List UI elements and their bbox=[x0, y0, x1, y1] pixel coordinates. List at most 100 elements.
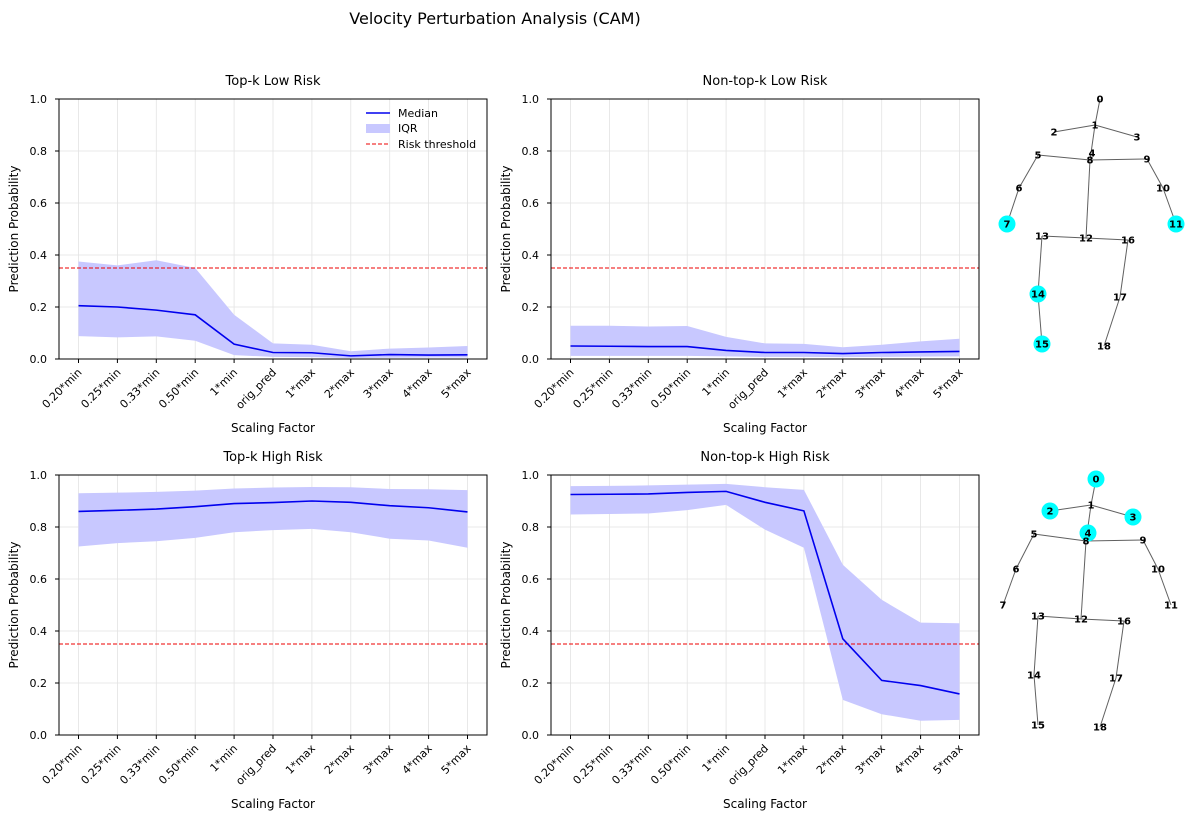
joint-label: 17 bbox=[1109, 674, 1123, 685]
x-tick-label: 0.20*min bbox=[40, 742, 85, 787]
x-tick-label: 0.33*min bbox=[117, 366, 162, 411]
skeleton-bone bbox=[1080, 540, 1087, 620]
joint-label: 8 bbox=[1087, 156, 1094, 167]
y-tick-label: 0.4 bbox=[522, 625, 540, 638]
highlighted-joint bbox=[1033, 335, 1051, 353]
skeleton-bone bbox=[1115, 620, 1125, 679]
x-tick-label: 0.20*min bbox=[40, 366, 85, 411]
y-tick-label: 0.6 bbox=[522, 573, 540, 586]
x-tick-label: 1*max bbox=[775, 366, 810, 401]
skeleton-bone bbox=[1033, 615, 1039, 676]
x-tick-label: orig_pred bbox=[233, 742, 279, 788]
joint-label: 4 bbox=[1085, 529, 1092, 540]
iqr-band bbox=[78, 486, 468, 548]
x-tick-label: 2*max bbox=[322, 366, 357, 401]
skeleton-bone bbox=[1080, 618, 1125, 622]
skeleton-bone bbox=[1119, 239, 1129, 298]
joint-label: 11 bbox=[1169, 220, 1183, 231]
joint-label: 17 bbox=[1113, 293, 1127, 304]
x-tick-label: 2*max bbox=[322, 742, 357, 777]
y-tick-label: 0.2 bbox=[522, 677, 540, 690]
x-tick-label: 0.33*min bbox=[609, 742, 654, 787]
y-tick-label: 0.0 bbox=[522, 353, 540, 366]
y-tick-label: 1.0 bbox=[522, 469, 540, 482]
legend: Median IQR Risk threshold bbox=[366, 107, 476, 151]
plots-container: 0.00.20.40.60.81.00.20*min0.25*min0.33*m… bbox=[7, 74, 980, 811]
joint-label: 12 bbox=[1074, 615, 1088, 626]
joint-label: 5 bbox=[1035, 151, 1042, 162]
x-tick-label: 1*min bbox=[700, 366, 733, 399]
legend-iqr-label: IQR bbox=[398, 122, 418, 135]
x-tick-label: 0.50*min bbox=[156, 366, 201, 411]
y-tick-label: 1.0 bbox=[522, 93, 540, 106]
y-tick-label: 0.2 bbox=[522, 301, 540, 314]
highlighted-joint bbox=[1029, 285, 1047, 303]
y-tick-label: 0.2 bbox=[30, 677, 48, 690]
x-tick-label: 1*max bbox=[283, 742, 318, 777]
x-tick-label: orig_pred bbox=[233, 366, 279, 412]
x-tick-label: orig_pred bbox=[725, 366, 771, 412]
joint-label: 0 bbox=[1093, 475, 1100, 486]
skeleton-bone bbox=[1089, 158, 1148, 161]
subplot-2: 0.0 0.2 0.4 0.6 0.8 1.0 0.20*min0.25*min0.33*m… bbox=[499, 74, 980, 435]
joint-label: 5 bbox=[1031, 530, 1038, 541]
skeleton-bone bbox=[1157, 568, 1172, 606]
joint-label: 13 bbox=[1035, 232, 1049, 243]
y-tick-label: 0.4 bbox=[30, 625, 48, 638]
x-tick-label: 5*max bbox=[439, 742, 474, 777]
subplot-3: 0.0 0.2 0.4 0.6 0.8 1.0 0.20*min0.25*min0.33*m… bbox=[7, 450, 488, 811]
joint-label: 15 bbox=[1035, 340, 1049, 351]
x-tick-label: 0.50*min bbox=[648, 366, 693, 411]
x-axis-label: Scaling Factor bbox=[723, 797, 807, 811]
x-tick-label: 1*max bbox=[775, 742, 810, 777]
x-tick-label: 1*min bbox=[208, 366, 241, 399]
joint-label: 10 bbox=[1156, 184, 1170, 195]
y-axis-label: Prediction Probability bbox=[499, 166, 513, 293]
joint-label: 6 bbox=[1016, 184, 1023, 195]
x-tick-label: 5*max bbox=[931, 366, 966, 401]
highlighted-joint bbox=[1087, 470, 1105, 488]
x-tick-label: 4*max bbox=[400, 742, 435, 777]
x-tick-label: 4*max bbox=[400, 366, 435, 401]
joint-label: 3 bbox=[1130, 513, 1137, 524]
x-tick-label: 0.25*min bbox=[78, 742, 123, 787]
x-tick-label: 3*max bbox=[361, 366, 396, 401]
joint-label: 9 bbox=[1140, 536, 1147, 547]
skeleton-bone bbox=[1142, 539, 1159, 570]
x-tick-label: 1*min bbox=[700, 742, 733, 775]
y-tick-label: 0.0 bbox=[30, 729, 48, 742]
joint-label: 10 bbox=[1151, 565, 1165, 576]
x-tick-label: 3*max bbox=[361, 742, 396, 777]
legend-iqr-swatch bbox=[366, 124, 390, 133]
figure-title: Velocity Perturbation Analysis (CAM) bbox=[349, 9, 640, 28]
skeleton-bone bbox=[1094, 98, 1101, 126]
skeleton-bone bbox=[1053, 124, 1096, 133]
y-tick-label: 0.0 bbox=[30, 353, 48, 366]
highlighted-joint bbox=[1167, 215, 1185, 233]
x-tick-label: 1*min bbox=[208, 742, 241, 775]
x-tick-label: 0.50*min bbox=[156, 742, 201, 787]
x-tick-label: 0.25*min bbox=[570, 742, 615, 787]
y-tick-label: 0.6 bbox=[30, 573, 48, 586]
y-tick-label: 0.6 bbox=[522, 197, 540, 210]
skeleton-bone bbox=[1099, 677, 1117, 728]
x-tick-label: 0.33*min bbox=[609, 366, 654, 411]
y-tick-label: 0.2 bbox=[30, 301, 48, 314]
joint-label: 14 bbox=[1031, 290, 1045, 301]
joint-label: 18 bbox=[1097, 342, 1111, 353]
x-tick-label: 4*max bbox=[892, 742, 927, 777]
x-tick-label: 3*max bbox=[853, 742, 888, 777]
subplot-1: 0.0 0.2 0.4 0.6 0.8 1.0 0.20*min0.25*min0.33*m… bbox=[7, 74, 488, 435]
x-tick-label: 0.50*min bbox=[648, 742, 693, 787]
subplot-title: Top-k Low Risk bbox=[225, 74, 321, 89]
y-tick-label: 0.8 bbox=[522, 145, 540, 158]
highlighted-joint bbox=[1079, 524, 1097, 542]
y-axis-label: Prediction Probability bbox=[7, 166, 21, 293]
x-axis-label: Scaling Factor bbox=[231, 421, 315, 435]
x-tick-label: 2*max bbox=[814, 366, 849, 401]
joint-label: 1 bbox=[1092, 121, 1099, 132]
subplot-4: 0.0 0.2 0.4 0.6 0.8 1.0 0.20*min0.25*min0.33*m… bbox=[499, 450, 980, 811]
x-tick-label: 5*max bbox=[439, 366, 474, 401]
skeleton-bone bbox=[1037, 235, 1043, 295]
